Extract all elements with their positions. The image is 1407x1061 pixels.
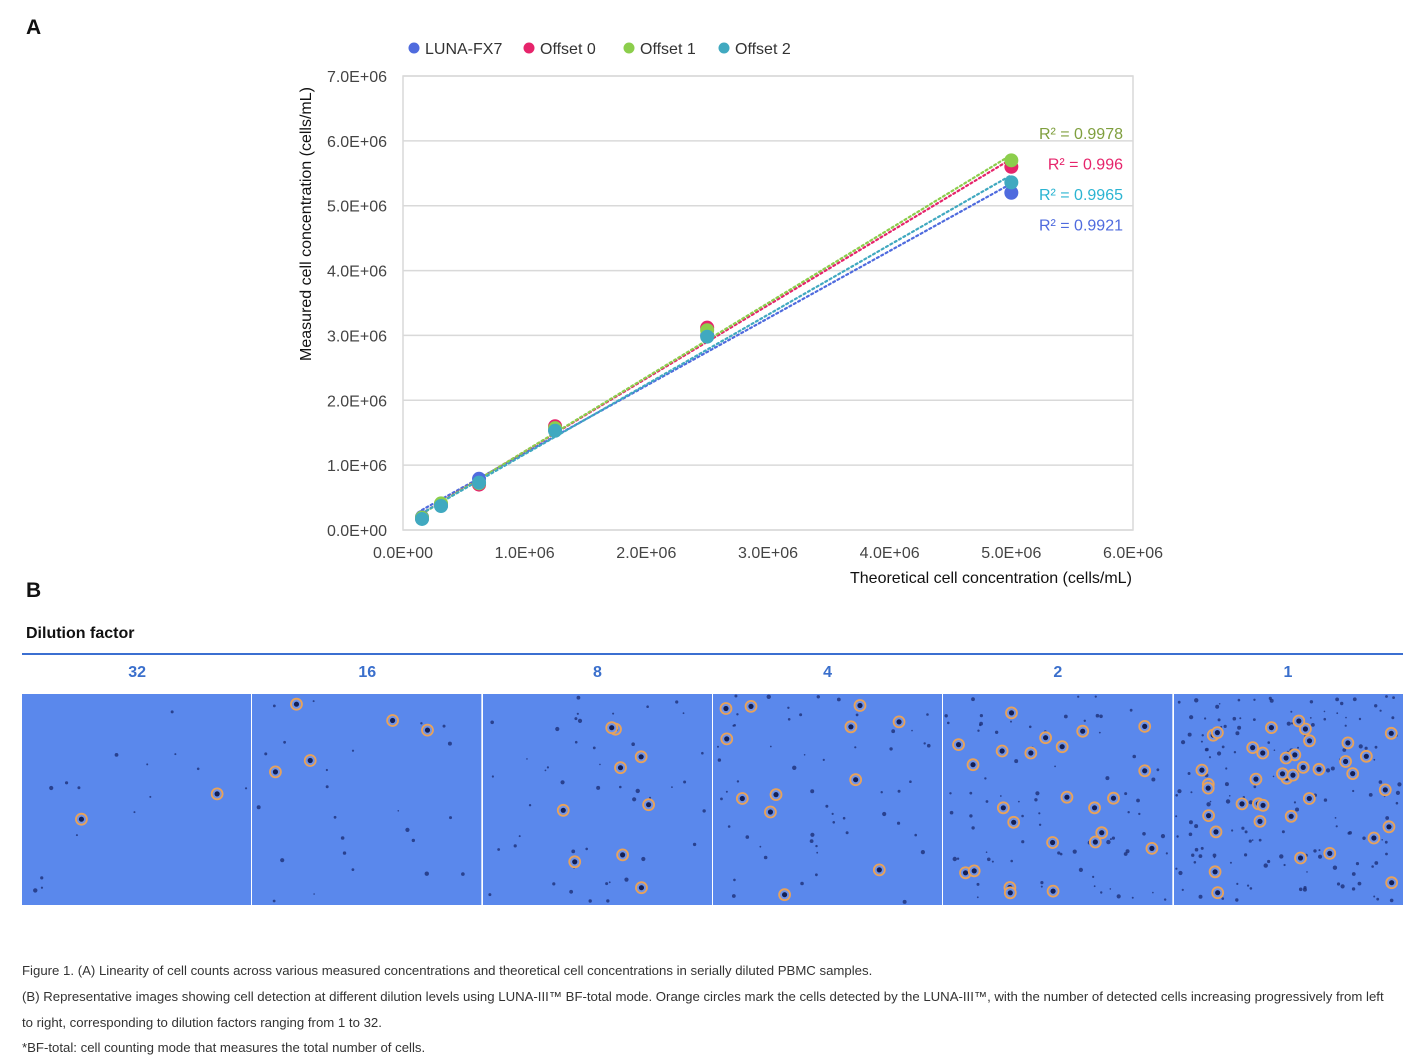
dilution-label-1: 1 xyxy=(1283,664,1293,681)
trendline-3 xyxy=(420,173,1013,515)
dilution-factor-title: Dilution factor xyxy=(26,625,135,642)
x-axis-label: Theoretical cell concentration (cells/mL… xyxy=(850,570,1132,587)
x-tick-label-4: 4.0E+06 xyxy=(860,545,920,562)
chart-legend: LUNA-FX7 Offset 0 Offset 1 Offset 2 xyxy=(408,41,791,58)
legend-label-2: Offset 1 xyxy=(640,41,696,58)
caption-line-2: (B) Representative images showing cell d… xyxy=(22,988,1384,1030)
point-3-2 xyxy=(472,475,487,490)
panel-b-letter: B xyxy=(26,579,42,602)
point-3-5 xyxy=(1004,175,1019,190)
micrograph-dilution-16 xyxy=(252,694,483,905)
r2-label-2: R² = 0.9978 xyxy=(1039,126,1123,143)
micrograph-strip xyxy=(22,694,1403,905)
caption-line-1: Figure 1. (A) Linearity of cell counts a… xyxy=(22,963,873,978)
x-tick-label-1: 1.0E+06 xyxy=(495,545,555,562)
r-squared-labels: R² = 0.9978 R² = 0.996 R² = 0.9965 R² = 0.9… xyxy=(1039,126,1123,235)
r2-label-1: R² = 0.996 xyxy=(1048,157,1123,174)
legend-marker-2 xyxy=(623,42,635,54)
micrograph-dilution-4 xyxy=(712,694,944,905)
legend-marker-0 xyxy=(408,42,420,54)
legend-label-1: Offset 0 xyxy=(540,41,596,58)
dilution-label-16: 16 xyxy=(358,664,377,681)
point-3-0 xyxy=(415,511,430,526)
legend-label-3: Offset 2 xyxy=(735,41,791,58)
y-tick-label-3: 3.0E+06 xyxy=(327,328,387,345)
dilution-label-4: 4 xyxy=(823,664,833,681)
point-0-5 xyxy=(1004,185,1019,200)
micrograph-dilution-1 xyxy=(1173,694,1403,905)
figure-caption: Figure 1. (A) Linearity of cell counts a… xyxy=(22,958,1392,1061)
legend-marker-1 xyxy=(523,42,535,54)
dilution-factor-labels: 32 16 8 4 2 1 xyxy=(22,664,1403,682)
r2-label-3: R² = 0.9965 xyxy=(1039,187,1123,204)
micrograph-dilution-8 xyxy=(482,694,713,905)
legend-label-0: LUNA-FX7 xyxy=(425,41,502,58)
x-tick-label-2: 2.0E+06 xyxy=(616,545,676,562)
trendline-2 xyxy=(420,153,1013,515)
dilution-label-8: 8 xyxy=(592,664,602,681)
point-3-4 xyxy=(700,329,715,344)
y-tick-label-5: 5.0E+06 xyxy=(327,199,387,216)
linearity-chart: 0.0E+00 1.0E+06 2.0E+06 3.0E+06 4.0E+06 5.0E+… xyxy=(298,41,1163,587)
trendline-0 xyxy=(420,182,1013,512)
panel-a-letter: A xyxy=(26,16,42,39)
r2-label-0: R² = 0.9921 xyxy=(1039,218,1123,235)
x-axis-ticks: 0.0E+00 1.0E+06 2.0E+06 3.0E+06 4.0E+06 5.0E+… xyxy=(373,545,1163,562)
plot-area-frame xyxy=(402,75,1134,531)
y-tick-label-6: 6.0E+06 xyxy=(327,134,387,151)
y-tick-label-1: 1.0E+06 xyxy=(327,458,387,475)
x-tick-label-5: 5.0E+06 xyxy=(981,545,1041,562)
y-tick-label-0: 0.0E+00 xyxy=(327,523,387,540)
y-tick-label-7: 7.0E+06 xyxy=(327,69,387,86)
dilution-label-32: 32 xyxy=(128,664,146,681)
data-points xyxy=(415,153,1019,526)
y-axis-ticks: 0.0E+00 1.0E+06 2.0E+06 3.0E+06 4.0E+06 5.0E+… xyxy=(327,69,387,540)
x-tick-label-3: 3.0E+06 xyxy=(738,545,798,562)
dilution-divider xyxy=(22,653,1403,655)
micrograph-dilution-32 xyxy=(22,694,253,905)
y-axis-label: Measured cell concentration (cells/mL) xyxy=(298,87,315,361)
point-3-1 xyxy=(434,499,449,514)
dilution-label-2: 2 xyxy=(1053,664,1063,681)
y-tick-label-2: 2.0E+06 xyxy=(327,393,387,410)
legend-marker-3 xyxy=(718,42,730,54)
point-2-5 xyxy=(1004,153,1019,168)
x-tick-label-6: 6.0E+06 xyxy=(1103,545,1163,562)
point-3-3 xyxy=(548,423,563,438)
caption-line-3: *BF-total: cell counting mode that measu… xyxy=(22,1040,426,1056)
trendlines xyxy=(420,153,1013,515)
y-tick-label-4: 4.0E+06 xyxy=(327,264,387,281)
micrograph-dilution-2 xyxy=(943,694,1174,905)
x-tick-label-0: 0.0E+00 xyxy=(373,545,433,562)
